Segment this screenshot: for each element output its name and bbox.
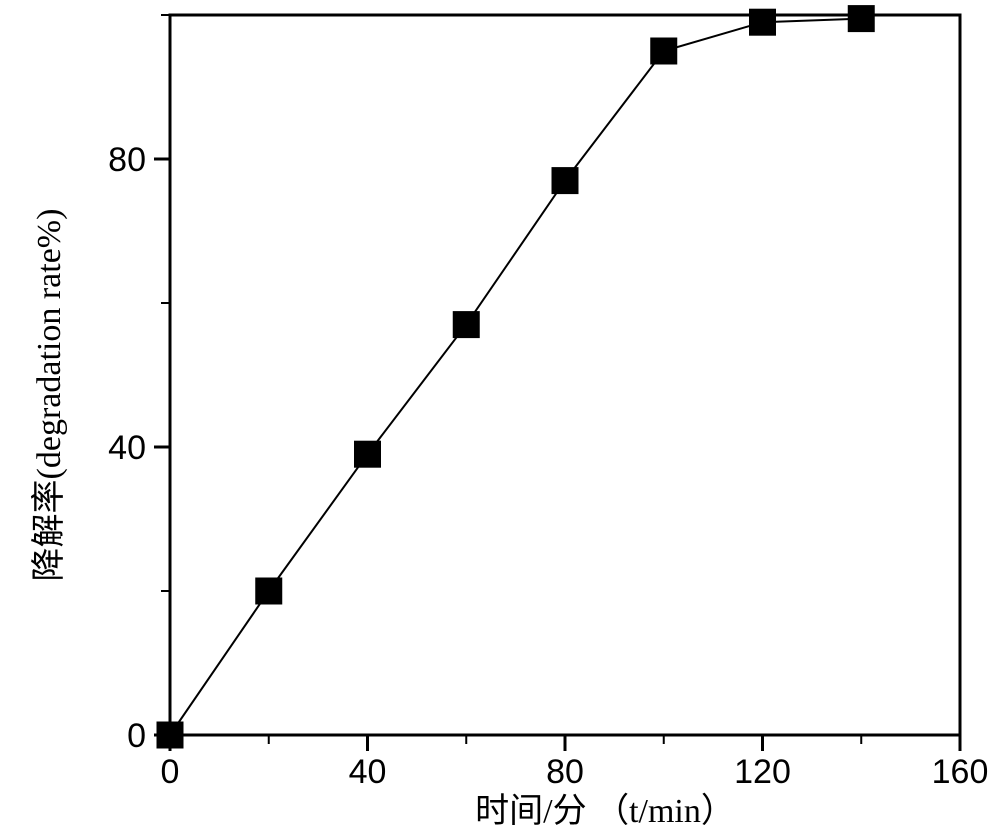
x-axis-title: 时间/分 （t/min） bbox=[475, 792, 735, 830]
x-axis-labels: 0 40 80 120 160 bbox=[161, 753, 989, 791]
svg-text:0: 0 bbox=[127, 717, 146, 755]
y-axis-ticks bbox=[154, 15, 170, 735]
data-marker bbox=[256, 578, 282, 604]
data-marker bbox=[355, 441, 381, 467]
data-line bbox=[170, 19, 861, 735]
data-marker bbox=[651, 38, 677, 64]
plot-frame bbox=[170, 15, 960, 735]
data-marker bbox=[552, 168, 578, 194]
y-axis-title: 降解率(degradation rate%) bbox=[30, 209, 68, 582]
data-marker bbox=[453, 312, 479, 338]
data-markers bbox=[157, 6, 874, 748]
svg-text:0: 0 bbox=[161, 753, 180, 791]
svg-text:40: 40 bbox=[349, 753, 387, 791]
svg-text:160: 160 bbox=[932, 753, 989, 791]
data-marker bbox=[750, 9, 776, 35]
line-chart: 0 40 80 120 160 0 40 80 时间/分 （t/min） 降解率(degra… bbox=[0, 0, 1000, 833]
svg-text:80: 80 bbox=[108, 141, 146, 179]
y-axis-labels: 0 40 80 bbox=[108, 141, 146, 755]
svg-text:80: 80 bbox=[546, 753, 584, 791]
data-marker bbox=[157, 722, 183, 748]
svg-text:40: 40 bbox=[108, 429, 146, 467]
x-axis-ticks bbox=[170, 735, 960, 751]
chart-container: 0 40 80 120 160 0 40 80 时间/分 （t/min） 降解率(degra… bbox=[0, 0, 1000, 833]
data-marker bbox=[848, 6, 874, 32]
svg-text:120: 120 bbox=[734, 753, 791, 791]
